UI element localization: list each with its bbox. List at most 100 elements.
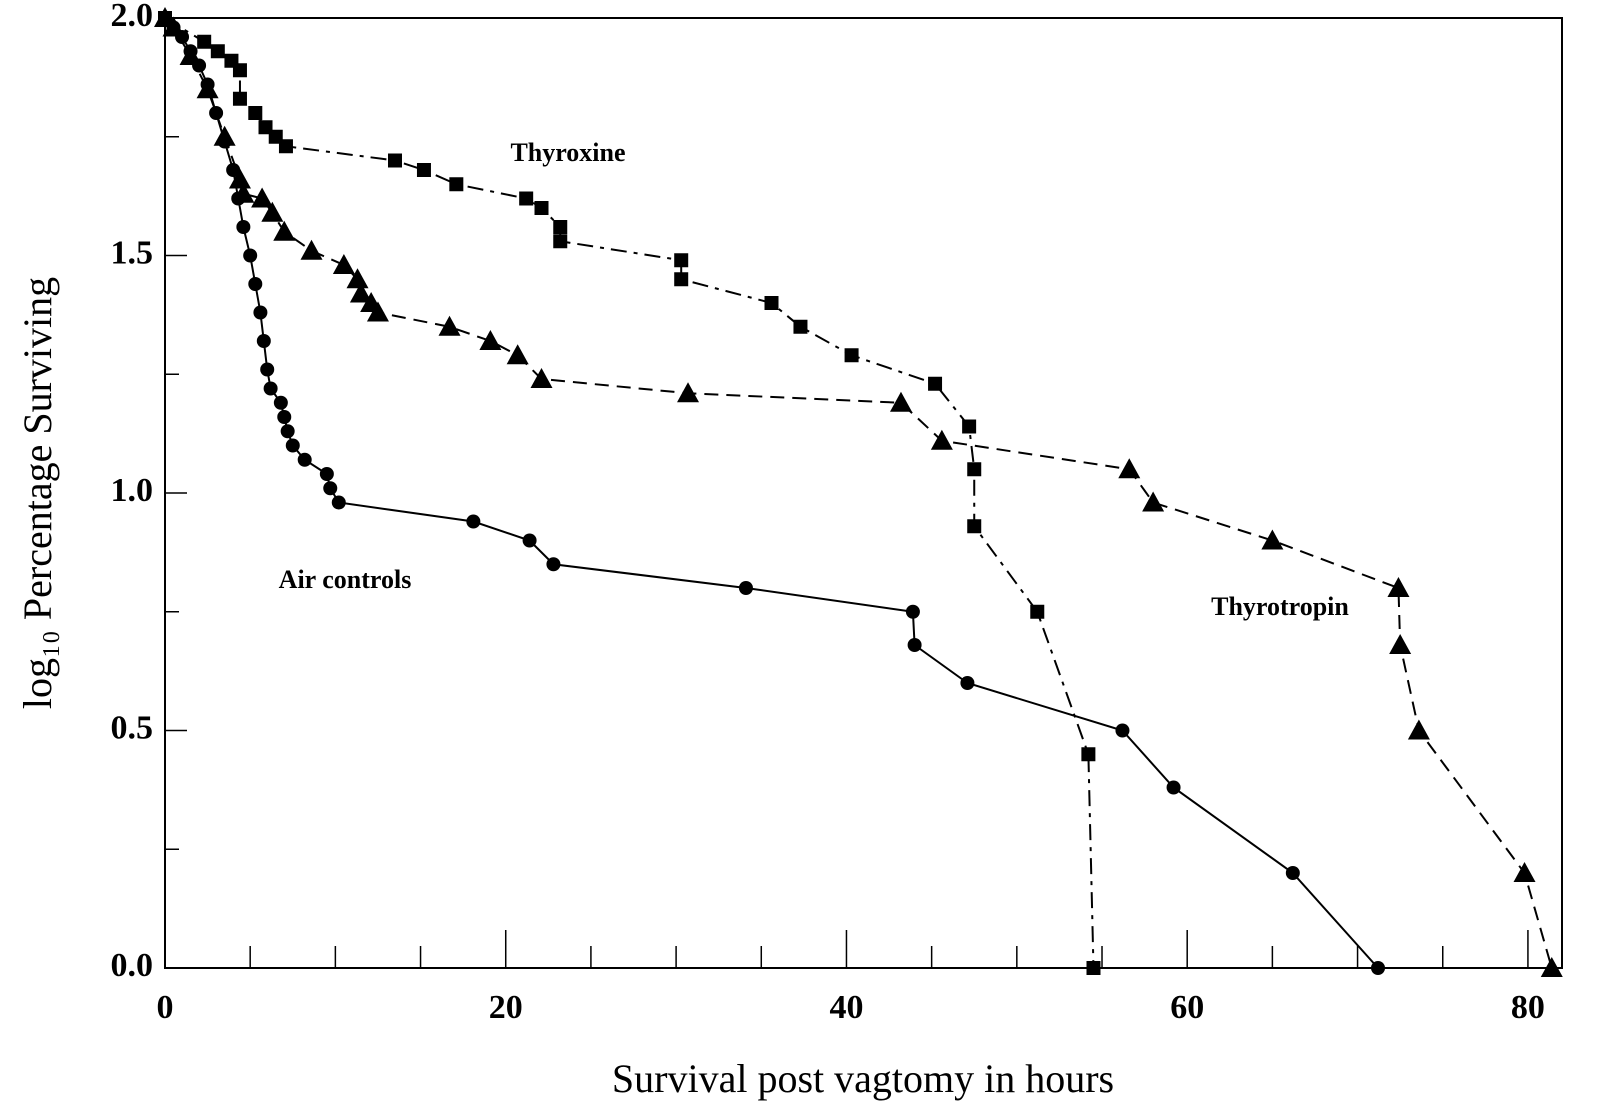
point [226, 163, 241, 177]
point [1407, 719, 1430, 740]
point [466, 514, 481, 529]
point [1142, 491, 1165, 512]
point [210, 44, 225, 59]
point [553, 234, 568, 249]
x-tick-label: 80 [1511, 989, 1545, 1026]
point [416, 163, 431, 177]
point [1086, 961, 1101, 975]
point [449, 177, 464, 192]
point [232, 91, 247, 106]
point [962, 419, 977, 434]
x-tick-label: 40 [829, 989, 863, 1026]
point [236, 220, 251, 234]
y-tick-label: 0.0 [111, 947, 154, 984]
y-tick-label: 1.0 [111, 472, 154, 509]
y-tick-label: 2.0 [111, 0, 154, 34]
point [1513, 862, 1536, 882]
point [277, 410, 292, 424]
point [738, 581, 753, 595]
point [261, 201, 284, 222]
plot-frame [164, 17, 1563, 969]
point [1030, 604, 1045, 619]
point [674, 272, 689, 287]
point [519, 191, 534, 206]
point [764, 296, 779, 310]
point [546, 557, 561, 572]
point [349, 282, 372, 303]
point [346, 268, 369, 289]
point [677, 382, 700, 403]
x-tick-label: 0 [157, 989, 174, 1026]
point [253, 305, 268, 320]
point [387, 153, 402, 168]
x-axis-label: Survival post vagtomy in hours [612, 1056, 1114, 1101]
point [1166, 780, 1181, 795]
point [332, 254, 355, 274]
point [905, 604, 920, 619]
point [506, 344, 529, 365]
point [967, 519, 982, 534]
point [213, 125, 236, 146]
point [260, 362, 275, 377]
point [209, 106, 224, 120]
point [522, 533, 537, 548]
point [273, 220, 296, 241]
annotation: Air controls [279, 565, 412, 594]
annotation: Thyroxine [510, 138, 625, 167]
point [889, 391, 912, 412]
point [438, 315, 461, 336]
point [1540, 957, 1563, 977]
point [1389, 634, 1412, 654]
point [243, 248, 258, 263]
point [1115, 723, 1130, 738]
point [232, 63, 247, 78]
point [1285, 866, 1300, 880]
series-line [164, 17, 1379, 969]
point [930, 429, 953, 450]
point [366, 301, 389, 322]
point [232, 182, 255, 203]
point [297, 452, 312, 467]
point [1387, 577, 1410, 597]
point [967, 462, 982, 477]
point [844, 348, 859, 363]
point [285, 438, 300, 453]
series-line [164, 17, 1553, 969]
point [1261, 529, 1284, 550]
point [553, 220, 568, 234]
point [530, 368, 553, 388]
point [197, 34, 212, 49]
point [928, 376, 943, 391]
x-tick-label: 20 [489, 989, 523, 1026]
point [280, 424, 295, 439]
point [1118, 458, 1141, 479]
point [300, 239, 323, 260]
point [248, 277, 263, 291]
point [162, 16, 185, 37]
point [534, 201, 549, 215]
y-tick-label: 1.5 [111, 234, 154, 271]
point [960, 676, 975, 690]
point [793, 319, 808, 334]
point [907, 638, 922, 652]
y-axis-label: log₁₀ Percentage Surviving [15, 277, 60, 709]
point [323, 481, 338, 496]
point [319, 467, 334, 481]
point [251, 187, 274, 208]
point [273, 395, 288, 410]
point [674, 253, 689, 268]
x-tick-label: 60 [1170, 989, 1204, 1026]
point [1081, 747, 1096, 762]
point [263, 381, 278, 396]
point [248, 106, 263, 120]
point [331, 495, 346, 510]
point [196, 78, 219, 99]
point [256, 334, 271, 348]
y-tick-label: 0.5 [111, 709, 154, 746]
point [179, 45, 202, 65]
annotation: Thyrotropin [1211, 592, 1349, 621]
point [228, 168, 251, 189]
point [1371, 961, 1386, 975]
series-line [164, 17, 1095, 969]
